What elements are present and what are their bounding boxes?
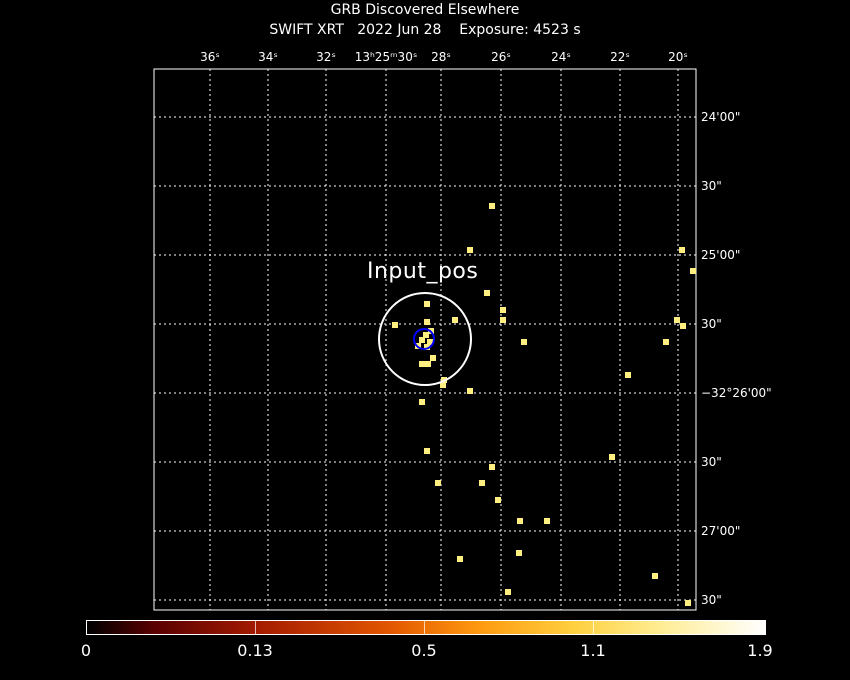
ra-tick-label: 20ˢ xyxy=(668,50,688,64)
photon-event xyxy=(419,361,425,367)
photon-event xyxy=(495,497,501,503)
photon-event xyxy=(424,344,430,350)
photon-event xyxy=(500,307,506,313)
photon-event xyxy=(500,317,506,323)
dec-tick-label: 30" xyxy=(701,179,722,193)
plot-subtitle: SWIFT XRT 2022 Jun 28 Exposure: 4523 s xyxy=(269,22,581,38)
photon-event xyxy=(467,388,473,394)
photon-event xyxy=(489,203,495,209)
photon-event xyxy=(679,247,685,253)
colorbar-tick xyxy=(593,620,594,635)
photon-event xyxy=(424,301,430,307)
dec-tick-label: 30" xyxy=(701,455,722,469)
plot-title: GRB Discovered Elsewhere xyxy=(330,2,520,18)
photon-event xyxy=(424,448,430,454)
photon-event xyxy=(609,454,615,460)
colorbar-label: 1.1 xyxy=(580,641,606,660)
dec-tick-label: 30" xyxy=(701,593,722,607)
photon-event xyxy=(479,480,485,486)
photon-event xyxy=(419,337,425,343)
photon-event xyxy=(516,550,522,556)
ra-tick-label: 36ˢ xyxy=(200,50,220,64)
photon-event xyxy=(680,323,686,329)
ra-tick-label: 28ˢ xyxy=(431,50,451,64)
colorbar-tick xyxy=(424,620,425,635)
photon-event xyxy=(435,480,441,486)
photon-event xyxy=(544,518,550,524)
xrt-error-circle xyxy=(413,328,435,350)
photon-event xyxy=(392,322,398,328)
source-label: Input_pos xyxy=(367,259,479,284)
ra-tick-label: 13ʰ25ᵐ30ˢ xyxy=(354,50,418,64)
ra-tick-label: 24ˢ xyxy=(551,50,571,64)
photon-event xyxy=(423,332,429,338)
photon-event xyxy=(521,339,527,345)
photon-event xyxy=(517,518,523,524)
photon-event xyxy=(484,290,490,296)
colorbar xyxy=(86,620,766,635)
photon-event xyxy=(663,339,669,345)
photon-event xyxy=(425,361,431,367)
dec-tick-label: −32°26'00" xyxy=(701,386,772,400)
ra-tick-label: 22ˢ xyxy=(610,50,630,64)
ra-tick-label: 26ˢ xyxy=(491,50,511,64)
photon-event xyxy=(419,399,425,405)
dec-tick-label: 24'00" xyxy=(701,110,741,124)
colorbar-label: 0.5 xyxy=(411,641,437,660)
dec-tick-label: 30" xyxy=(701,317,722,331)
photon-event xyxy=(685,600,691,606)
photon-event xyxy=(467,247,473,253)
photon-event xyxy=(625,372,631,378)
photon-event xyxy=(424,319,430,325)
photon-event xyxy=(652,573,658,579)
photon-event xyxy=(430,355,436,361)
photon-event xyxy=(440,382,446,388)
photon-event xyxy=(427,339,433,345)
photon-event xyxy=(690,268,696,274)
colorbar-label: 1.9 xyxy=(747,641,773,660)
dec-tick-label: 27'00" xyxy=(701,524,741,538)
ra-tick-label: 34ˢ xyxy=(258,50,278,64)
colorbar-label: 0 xyxy=(80,641,92,660)
photon-event xyxy=(452,317,458,323)
coordinate-grid xyxy=(154,69,696,610)
input-position-circle xyxy=(378,292,472,386)
colorbar-label: 0.13 xyxy=(237,641,273,660)
photon-event xyxy=(489,464,495,470)
photon-event xyxy=(674,317,680,323)
photon-event xyxy=(505,589,511,595)
colorbar-tick xyxy=(255,620,256,635)
ra-tick-label: 32ˢ xyxy=(316,50,336,64)
photon-event xyxy=(457,556,463,562)
dec-tick-label: 25'00" xyxy=(701,248,741,262)
